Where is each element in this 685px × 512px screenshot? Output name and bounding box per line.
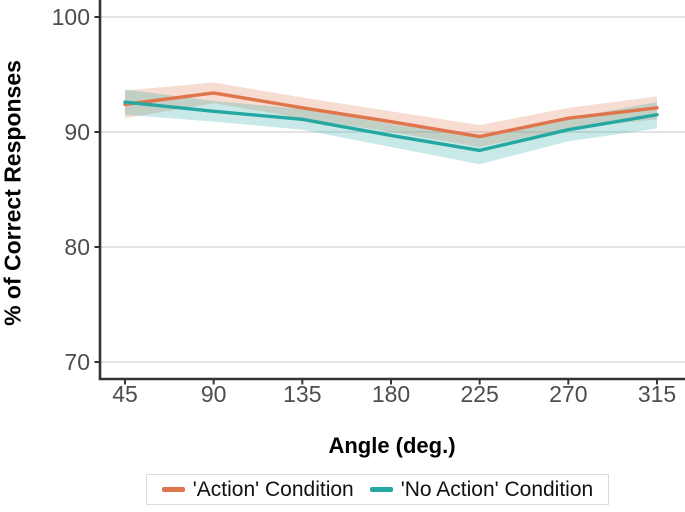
gridlines bbox=[100, 16, 685, 363]
legend-item-no-action: 'No Action' Condition bbox=[369, 477, 594, 502]
x-axis-ticks: 45 90 135 180 225 270 315 bbox=[112, 379, 676, 407]
series-line-1 bbox=[123, 100, 659, 153]
ci-ribbon-0 bbox=[125, 82, 657, 147]
legend-item-action: 'Action' Condition bbox=[161, 477, 354, 502]
x-tick-label-45: 45 bbox=[112, 381, 138, 407]
ci-ribbon-1 bbox=[125, 89, 657, 165]
x-tick-label-315: 315 bbox=[638, 381, 676, 407]
x-tick-label-135: 135 bbox=[283, 381, 321, 407]
action-line-swatch-icon bbox=[161, 487, 185, 492]
y-axis-title: % of Correct Responses bbox=[0, 60, 26, 326]
x-axis-title: Angle (deg.) bbox=[328, 433, 456, 458]
x-tick-label-270: 270 bbox=[549, 381, 587, 407]
legend-label-no-action: 'No Action' Condition bbox=[400, 477, 594, 501]
y-tick-label-100: 100 bbox=[52, 4, 90, 30]
y-axis-ticks: 100 90 80 70 bbox=[52, 4, 100, 375]
y-tick-label-70: 70 bbox=[64, 349, 90, 375]
series-lines bbox=[123, 91, 659, 153]
y-tick-label-80: 80 bbox=[64, 234, 90, 260]
series-line-0 bbox=[123, 91, 659, 139]
x-tick-label-180: 180 bbox=[372, 381, 410, 407]
no-action-line-swatch-icon bbox=[369, 487, 393, 492]
x-tick-label-90: 90 bbox=[201, 381, 227, 407]
y-tick-label-90: 90 bbox=[64, 119, 90, 145]
legend-label-action: 'Action' Condition bbox=[192, 477, 354, 501]
confidence-ribbons bbox=[125, 82, 657, 165]
legend-box: 'Action' Condition 'No Action' Condition bbox=[146, 474, 609, 505]
x-tick-label-225: 225 bbox=[460, 381, 498, 407]
